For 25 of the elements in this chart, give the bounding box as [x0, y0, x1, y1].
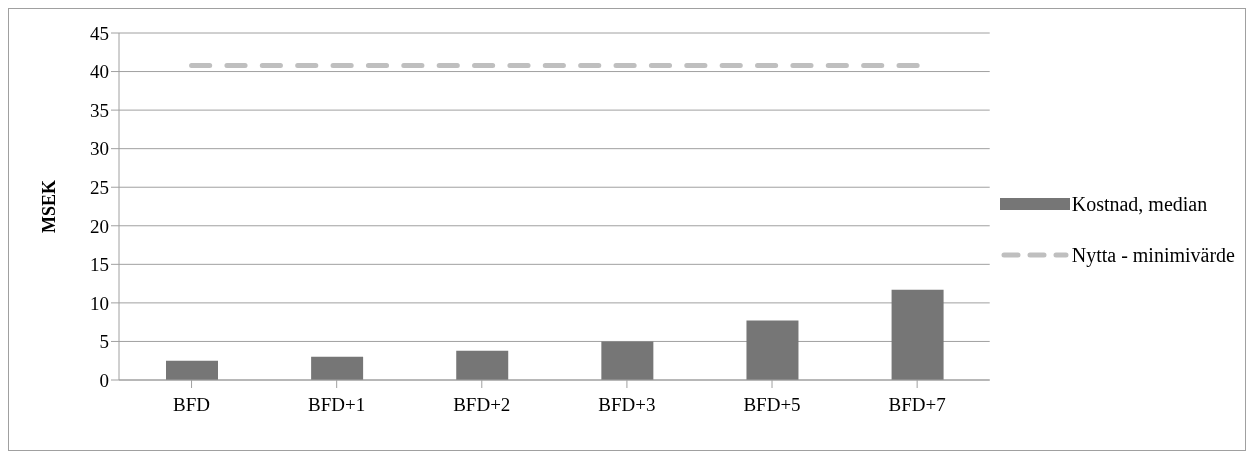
legend-label: Nytta - minimivärde	[1071, 243, 1235, 267]
x-tick-label: BFD+1	[308, 394, 366, 416]
legend-label: Kostnad, median	[1071, 192, 1208, 216]
bar	[891, 289, 944, 380]
x-tick-label: BFD+2	[453, 394, 511, 416]
y-tick-label: 0	[99, 369, 109, 391]
y-axis-title: MSEK	[39, 179, 60, 234]
y-tick-label: 30	[90, 138, 109, 160]
y-tick-label: 15	[90, 254, 109, 276]
bar	[166, 360, 218, 380]
x-tick-label: BFD+5	[743, 394, 801, 416]
y-tick-label: 35	[90, 99, 109, 121]
y-tick-label: 25	[90, 176, 109, 198]
bar	[456, 350, 509, 380]
y-tick-label: 10	[90, 292, 109, 314]
x-tick-label: BFD+3	[598, 394, 656, 416]
y-tick-label: 20	[90, 215, 109, 237]
bar	[311, 356, 364, 380]
y-tick-label: 45	[90, 22, 109, 44]
y-tick-label: 5	[99, 331, 109, 353]
x-tick-label: BFD+7	[888, 394, 946, 416]
bar	[601, 341, 654, 380]
y-tick-label: 40	[90, 61, 109, 83]
x-tick-label: BFD	[173, 394, 211, 416]
bar	[746, 320, 799, 380]
